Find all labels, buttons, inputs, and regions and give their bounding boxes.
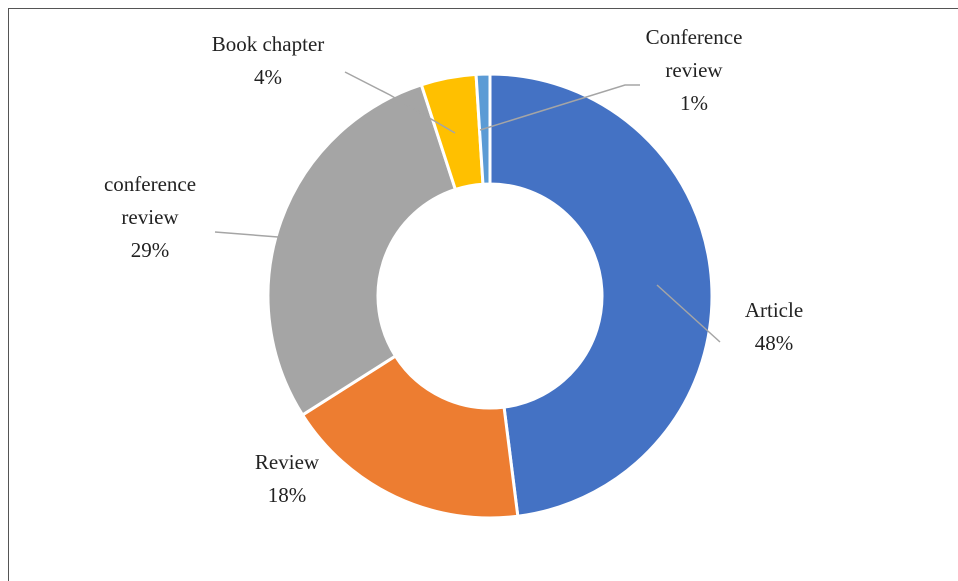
chart-frame bbox=[8, 8, 958, 581]
value-label: 48% bbox=[754, 331, 794, 355]
data-label: Review 18% bbox=[217, 446, 357, 512]
leader-line bbox=[656, 284, 721, 343]
value-label: 18% bbox=[267, 483, 307, 507]
category-label: Review bbox=[254, 450, 320, 474]
donut-slice bbox=[266, 82, 458, 418]
data-label: conference review 29% bbox=[85, 168, 215, 267]
value-label: 4% bbox=[254, 65, 282, 89]
donut-slice bbox=[488, 72, 714, 518]
value-label: 1% bbox=[680, 91, 708, 115]
leader-line bbox=[344, 71, 456, 134]
category-label: Book chapter bbox=[211, 32, 325, 56]
category-label: conference review bbox=[103, 172, 197, 229]
leader-line bbox=[479, 84, 640, 131]
donut-slice bbox=[300, 353, 520, 520]
leader-line bbox=[214, 231, 279, 238]
data-label: Article 48% bbox=[704, 294, 844, 360]
value-label: 29% bbox=[130, 238, 170, 262]
data-label: Conference review 1% bbox=[629, 21, 759, 120]
category-label: Article bbox=[744, 298, 804, 322]
data-label: Book chapter 4% bbox=[188, 28, 348, 94]
category-label: Conference review bbox=[645, 25, 743, 82]
